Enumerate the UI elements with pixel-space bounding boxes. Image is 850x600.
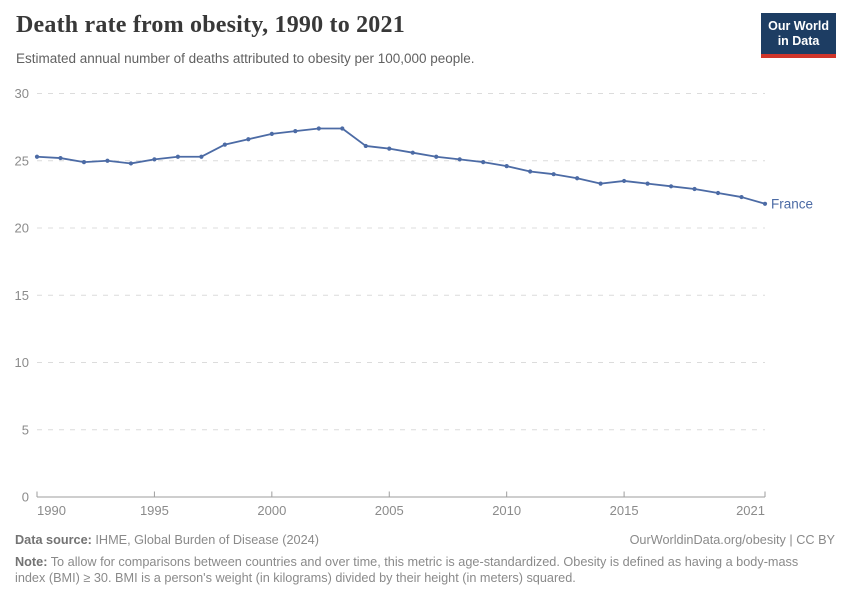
data-point xyxy=(504,164,509,169)
y-tick-label: 25 xyxy=(15,153,29,168)
owid-logo[interactable]: Our World in Data xyxy=(761,13,836,58)
owid-logo-stripe xyxy=(761,53,836,58)
footer-source-line: OurWorldinData.org/obesity | CC BY Data … xyxy=(15,533,835,547)
owid-logo-box: Our World in Data xyxy=(761,13,836,54)
data-point xyxy=(715,190,721,196)
x-tick-label: 1995 xyxy=(140,503,169,518)
page-subtitle: Estimated annual number of deaths attrib… xyxy=(16,51,475,66)
y-tick-label: 10 xyxy=(15,355,29,370)
data-point xyxy=(34,154,40,159)
data-point xyxy=(645,181,650,186)
footer-link[interactable]: OurWorldinData.org/obesity | CC BY xyxy=(629,533,835,547)
data-point xyxy=(434,154,439,159)
owid-logo-line1: Our World xyxy=(768,19,829,33)
data-point xyxy=(762,201,768,206)
data-point xyxy=(668,184,674,189)
x-tick-label: 2005 xyxy=(375,503,404,518)
data-point xyxy=(481,159,486,165)
data-point xyxy=(692,186,697,192)
data-point xyxy=(551,172,556,177)
footer-note: Note: To allow for comparisons between c… xyxy=(15,555,817,586)
data-point xyxy=(128,161,134,166)
data-point xyxy=(739,194,744,200)
y-tick-label: 15 xyxy=(15,288,29,303)
x-tick-label: 1990 xyxy=(37,503,66,518)
data-point xyxy=(528,169,533,174)
data-point xyxy=(175,154,181,159)
x-tick-label: 2021 xyxy=(736,503,765,518)
chart-svg: 0 5 10 15 20 25 30 1990 1995 2000 2005 2010 2015 2021… xyxy=(15,86,814,518)
y-tick-label: 0 xyxy=(22,490,29,505)
data-point xyxy=(81,159,87,165)
series-end-label: France xyxy=(771,196,813,211)
data-point xyxy=(269,131,274,136)
data-point xyxy=(410,150,415,155)
source-text: IHME, Global Burden of Disease (2024) xyxy=(91,533,319,547)
data-point xyxy=(598,181,603,186)
y-tick-label: 20 xyxy=(15,221,29,236)
data-point xyxy=(246,137,251,142)
data-point xyxy=(340,126,345,131)
x-tick-label: 2010 xyxy=(492,503,521,518)
series-line-france xyxy=(36,127,766,205)
data-point xyxy=(457,157,462,162)
data-point xyxy=(575,176,580,181)
data-point xyxy=(316,126,321,131)
y-tick-label: 5 xyxy=(22,422,29,437)
data-point xyxy=(222,142,227,147)
data-point xyxy=(387,146,392,151)
data-point xyxy=(152,157,157,162)
data-point xyxy=(58,155,63,161)
note-label: Note: xyxy=(15,555,48,569)
data-point xyxy=(621,178,627,184)
data-point xyxy=(363,143,368,149)
x-tick-label: 2015 xyxy=(610,503,639,518)
owid-logo-line2: in Data xyxy=(777,33,820,48)
note-text: To allow for comparisons between countri… xyxy=(15,555,799,585)
x-tick-label: 2000 xyxy=(257,503,286,518)
page-title: Death rate from obesity, 1990 to 2021 xyxy=(16,12,405,38)
data-point xyxy=(293,129,298,134)
data-point xyxy=(199,154,204,159)
data-point xyxy=(105,158,110,163)
source-label: Data source: xyxy=(15,533,92,547)
y-tick-label: 30 xyxy=(15,86,29,101)
